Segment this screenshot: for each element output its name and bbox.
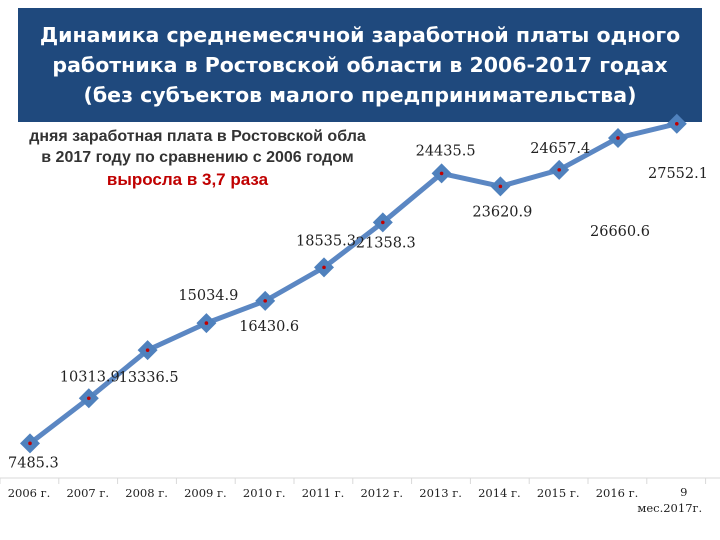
data-label: 21358.3 xyxy=(356,235,416,251)
data-label: 7485.3 xyxy=(8,455,59,471)
note-line-2: в 2017 году по сравнению с 2006 годом xyxy=(41,149,354,166)
title-banner: Динамика среднемесячной заработной платы… xyxy=(18,8,702,122)
data-label: 24435.5 xyxy=(416,143,476,159)
data-label: 15034.9 xyxy=(178,288,238,304)
data-point-dot xyxy=(675,121,679,126)
x-tick-label: 9 xyxy=(680,485,687,499)
data-point-dot xyxy=(322,265,326,270)
data-label: 26660.6 xyxy=(590,224,650,240)
x-tick-label: 2008 г. xyxy=(125,486,168,500)
x-tick-label: мес.2017г. xyxy=(637,501,702,515)
data-point-dot xyxy=(616,136,620,140)
data-point-dot xyxy=(145,348,150,352)
x-tick-label: 2015 г. xyxy=(537,486,580,500)
data-label: 27552.1 xyxy=(648,166,708,182)
x-tick-label: 2009 г. xyxy=(184,486,227,500)
x-tick-label: 2010 г. xyxy=(243,486,286,500)
data-point-dot xyxy=(381,220,385,225)
data-point-dot xyxy=(204,321,209,325)
data-point-dot xyxy=(498,184,503,189)
data-point-dot xyxy=(263,299,268,303)
series-line xyxy=(28,121,678,446)
data-point-dot xyxy=(557,168,561,172)
data-label: 13336.5 xyxy=(119,370,179,386)
x-tick-label: 2006 г. xyxy=(8,486,51,500)
data-point-dot xyxy=(28,441,32,446)
data-point-dot xyxy=(87,396,91,401)
data-label: 23620.9 xyxy=(472,204,532,220)
note-line-1: дняя заработная плата в Ростовской обла xyxy=(29,128,366,145)
x-tick-label: 2007 г. xyxy=(66,486,109,500)
data-label: 24657.4 xyxy=(530,141,590,157)
x-tick-label: 2013 г. xyxy=(419,486,462,500)
growth-note: дняя заработная плата в Ростовской обла … xyxy=(0,126,395,206)
x-tick-label: 2012 г. xyxy=(360,486,403,500)
data-label: 16430.6 xyxy=(239,319,299,335)
x-tick-label: 2016 г. xyxy=(596,486,639,500)
note-line-highlight: выросла в 3,7 раза xyxy=(106,170,269,189)
data-point-dot xyxy=(439,171,444,176)
x-tick-label: 2011 г. xyxy=(302,486,345,500)
data-label: 18535.3 xyxy=(296,233,356,249)
data-label: 10313.9 xyxy=(60,369,120,385)
chart-title: Динамика среднемесячной заработной платы… xyxy=(39,23,681,107)
x-tick-label: 2014 г. xyxy=(478,486,521,500)
